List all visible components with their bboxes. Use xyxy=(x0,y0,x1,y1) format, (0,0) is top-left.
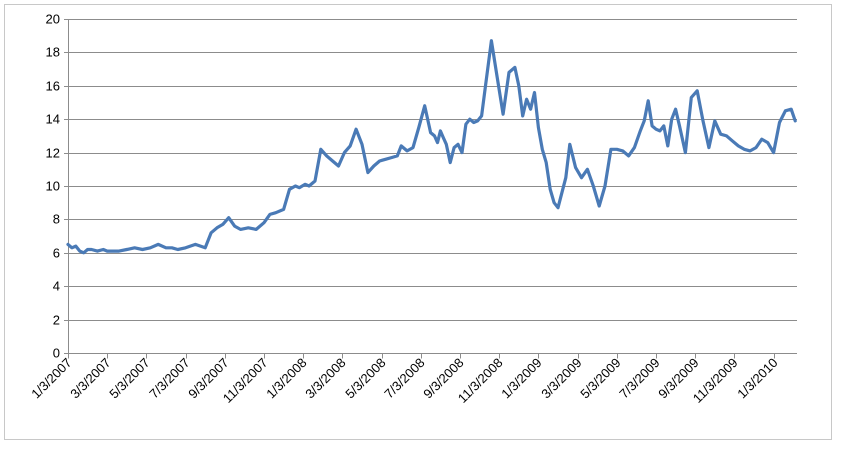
y-tick-label: 14 xyxy=(46,112,60,127)
series-line-1 xyxy=(66,39,797,255)
y-tick-label: 10 xyxy=(46,179,60,194)
series-layer xyxy=(66,39,797,255)
y-tick-label: 4 xyxy=(53,279,60,294)
gridlines xyxy=(68,19,797,321)
y-tick-label: 0 xyxy=(53,346,60,361)
y-tick-label: 16 xyxy=(46,79,60,94)
chart-area-border xyxy=(4,4,832,440)
y-tick-label: 20 xyxy=(46,12,60,27)
y-tick-label: 2 xyxy=(53,313,60,328)
y-tick-label: 6 xyxy=(53,246,60,261)
axes xyxy=(64,19,797,359)
y-tick-label: 8 xyxy=(53,212,60,227)
y-tick-label: 12 xyxy=(46,146,60,161)
y-axis-tick-labels: 0 2 4 6 8 10 12 14 16 18 20 xyxy=(46,12,60,361)
y-tick-label: 18 xyxy=(46,45,60,60)
